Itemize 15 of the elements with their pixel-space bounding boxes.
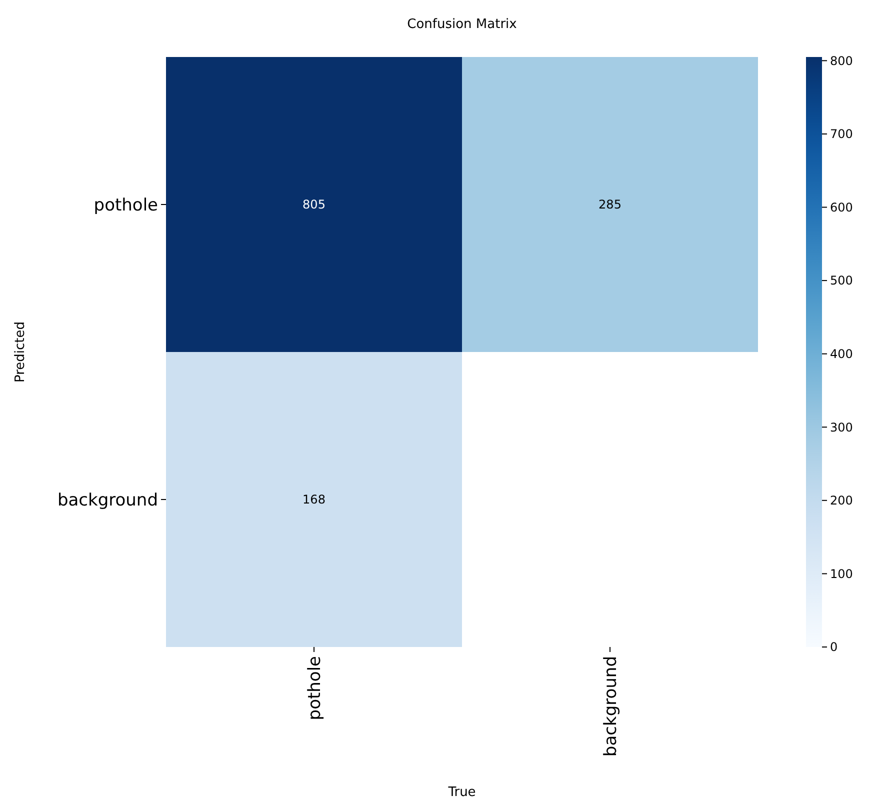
data-label: 285 bbox=[598, 198, 622, 212]
color-bar-label: 0 bbox=[830, 640, 838, 654]
color-bar-label: 600 bbox=[830, 200, 853, 214]
data-label: 805 bbox=[302, 198, 326, 212]
color-bar-label: 700 bbox=[830, 127, 853, 142]
y-axis-title: Predicted bbox=[13, 321, 28, 383]
data-label: 168 bbox=[302, 492, 326, 507]
x-axis-title: True bbox=[447, 785, 476, 799]
color-bar-label: 400 bbox=[830, 347, 853, 362]
color-bar-label: 500 bbox=[830, 274, 853, 288]
chart-title: Confusion Matrix bbox=[407, 17, 518, 32]
color-bar-label: 800 bbox=[830, 54, 853, 68]
color-bar-label: 300 bbox=[830, 420, 853, 434]
color-bar-label: 200 bbox=[830, 494, 853, 508]
color-bar-label: 100 bbox=[830, 566, 853, 581]
